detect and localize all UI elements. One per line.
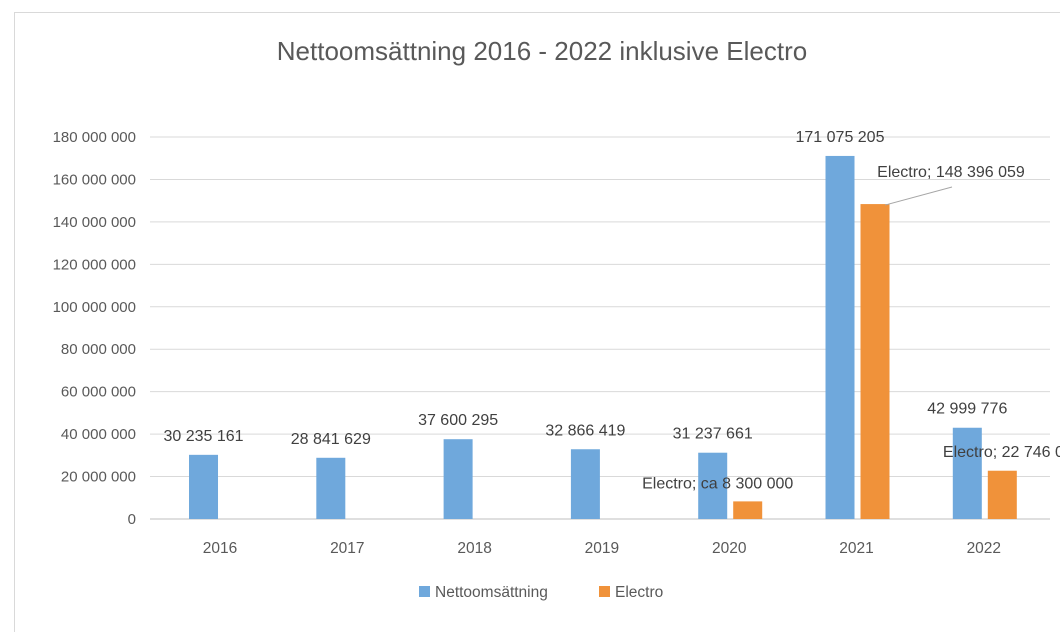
data-label: 37 600 295: [418, 412, 498, 429]
leader-line: [884, 186, 953, 206]
y-tick-label: 120 000 000: [53, 256, 136, 273]
bar-nettoomsättning: [443, 439, 473, 519]
bar-nettoomsättning: [698, 452, 728, 519]
y-tick-label: 160 000 000: [53, 171, 136, 188]
legend-label: Electro: [615, 584, 663, 601]
x-tick-label: 2019: [585, 540, 619, 557]
bar-nettoomsättning: [952, 427, 982, 519]
bar-nettoomsättning: [189, 454, 219, 519]
bar-electro: [860, 204, 890, 519]
data-label: 28 841 629: [291, 431, 371, 448]
data-label: Electro; 22 746 014: [943, 444, 1060, 461]
chart-frame: [14, 12, 1060, 632]
x-axis-ticks: 2016 2017 2018 2019 2020 2021 2022: [203, 540, 1001, 557]
x-tick-label: 2018: [457, 540, 491, 557]
legend-swatch: [599, 586, 610, 597]
legend-label: Nettoomsättning: [435, 584, 548, 601]
y-tick-label: 40 000 000: [61, 426, 136, 443]
x-tick-label: 2020: [712, 540, 747, 557]
bars: [189, 155, 1017, 519]
data-label: 42 999 776: [927, 401, 1007, 418]
bar-nettoomsättning: [825, 155, 855, 519]
bar-nettoomsättning: [570, 449, 600, 519]
data-labels: 30 235 161 28 841 629 37 600 295 32 866 419…: [163, 129, 1060, 492]
y-tick-label: 180 000 000: [53, 129, 136, 146]
x-tick-label: 2022: [967, 540, 1001, 557]
y-tick-label: 0: [128, 511, 136, 528]
gridlines: [150, 136, 1050, 520]
data-label: Electro; ca 8 300 000: [642, 475, 793, 492]
legend-swatch: [419, 586, 430, 597]
bar-electro: [987, 470, 1017, 519]
x-tick-label: 2021: [839, 540, 873, 557]
data-label: 171 075 205: [796, 129, 885, 146]
y-tick-label: 20 000 000: [61, 469, 136, 486]
y-tick-label: 60 000 000: [61, 384, 136, 401]
data-label: 32 866 419: [545, 422, 625, 439]
data-label: Electro; 148 396 059: [877, 164, 1025, 181]
legend: Nettoomsättning Electro: [419, 584, 663, 601]
x-tick-label: 2017: [330, 540, 364, 557]
x-tick-label: 2016: [203, 540, 237, 557]
y-tick-label: 100 000 000: [53, 299, 136, 316]
chart-title: Nettoomsättning 2016 - 2022 inklusive El…: [277, 36, 807, 66]
y-axis-ticks: 0 20 000 000 40 000 000 60 000 000 80 000 00…: [53, 129, 136, 528]
y-tick-label: 140 000 000: [53, 214, 136, 231]
bar-electro: [733, 501, 763, 519]
bar-nettoomsättning: [316, 457, 346, 519]
y-tick-label: 80 000 000: [61, 341, 136, 358]
data-label: 31 237 661: [673, 426, 753, 443]
data-label: 30 235 161: [163, 428, 243, 445]
